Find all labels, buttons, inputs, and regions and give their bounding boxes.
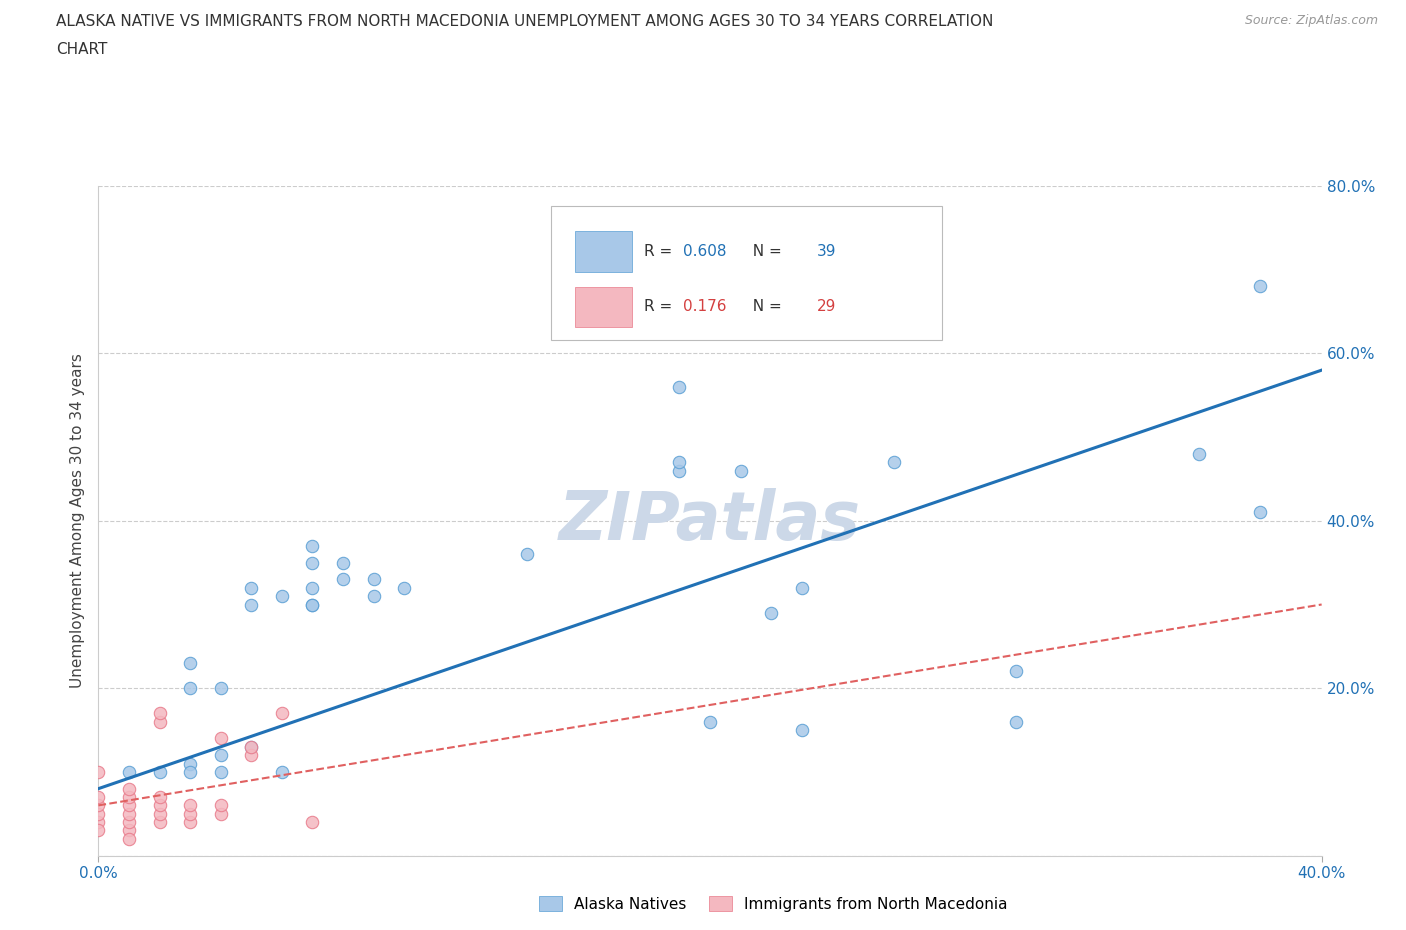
Text: 29: 29 (817, 299, 835, 314)
Text: R =: R = (644, 299, 682, 314)
Point (790, 580, 813, 595)
FancyBboxPatch shape (551, 206, 942, 340)
Text: Source: ZipAtlas.com: Source: ZipAtlas.com (1244, 14, 1378, 27)
Point (118, 798, 141, 813)
Point (668, 455, 690, 470)
Point (118, 815, 141, 830)
Point (179, 681, 201, 696)
Text: ZIPatlas: ZIPatlas (560, 488, 860, 553)
Point (516, 547, 538, 562)
Point (301, 555, 323, 570)
Point (1004, 664, 1026, 679)
Point (209, 731, 232, 746)
Point (790, 723, 813, 737)
Point (87, 815, 110, 830)
Text: N =: N = (742, 244, 787, 259)
Point (759, 605, 782, 620)
Point (1249, 505, 1271, 520)
FancyBboxPatch shape (575, 286, 631, 327)
Point (149, 798, 172, 813)
Point (87, 823, 110, 838)
Point (1188, 446, 1211, 461)
Point (270, 706, 292, 721)
FancyBboxPatch shape (575, 232, 631, 272)
Point (240, 580, 263, 595)
Point (301, 597, 323, 612)
Point (668, 379, 690, 394)
Text: 0.176: 0.176 (682, 299, 725, 314)
Point (179, 764, 201, 779)
Point (240, 739, 263, 754)
Point (209, 798, 232, 813)
Point (209, 748, 232, 763)
Point (301, 815, 323, 830)
Point (149, 790, 172, 804)
Point (149, 706, 172, 721)
Y-axis label: Unemployment Among Ages 30 to 34 years: Unemployment Among Ages 30 to 34 years (70, 353, 86, 688)
Point (87, 790, 110, 804)
Text: CHART: CHART (56, 42, 108, 57)
Point (87, 764, 110, 779)
Point (301, 538, 323, 553)
Point (668, 463, 690, 478)
Text: 0.608: 0.608 (682, 244, 725, 259)
Point (118, 823, 141, 838)
Point (179, 756, 201, 771)
Text: ALASKA NATIVE VS IMMIGRANTS FROM NORTH MACEDONIA UNEMPLOYMENT AMONG AGES 30 TO 3: ALASKA NATIVE VS IMMIGRANTS FROM NORTH M… (56, 14, 994, 29)
Point (149, 815, 172, 830)
Point (118, 831, 141, 846)
Point (270, 589, 292, 604)
Point (301, 580, 323, 595)
Point (149, 806, 172, 821)
Point (179, 815, 201, 830)
Point (87, 806, 110, 821)
Text: R =: R = (644, 244, 678, 259)
Point (883, 455, 905, 470)
Point (240, 748, 263, 763)
Point (179, 656, 201, 671)
Point (270, 764, 292, 779)
Point (87, 798, 110, 813)
Point (118, 790, 141, 804)
Text: N =: N = (742, 299, 787, 314)
Point (118, 764, 141, 779)
Point (1004, 714, 1026, 729)
Point (209, 764, 232, 779)
Point (363, 589, 385, 604)
Point (149, 714, 172, 729)
Point (118, 806, 141, 821)
Point (730, 463, 752, 478)
Point (301, 597, 323, 612)
Point (209, 681, 232, 696)
Point (699, 714, 721, 729)
Legend: Alaska Natives, Immigrants from North Macedonia: Alaska Natives, Immigrants from North Ma… (533, 889, 1014, 918)
Point (209, 806, 232, 821)
Point (392, 580, 416, 595)
Point (149, 764, 172, 779)
Point (332, 555, 354, 570)
Point (363, 572, 385, 587)
Text: 39: 39 (817, 244, 837, 259)
Point (1249, 279, 1271, 294)
Point (240, 739, 263, 754)
Point (332, 572, 354, 587)
Point (240, 597, 263, 612)
Point (118, 781, 141, 796)
Point (179, 798, 201, 813)
Point (179, 806, 201, 821)
